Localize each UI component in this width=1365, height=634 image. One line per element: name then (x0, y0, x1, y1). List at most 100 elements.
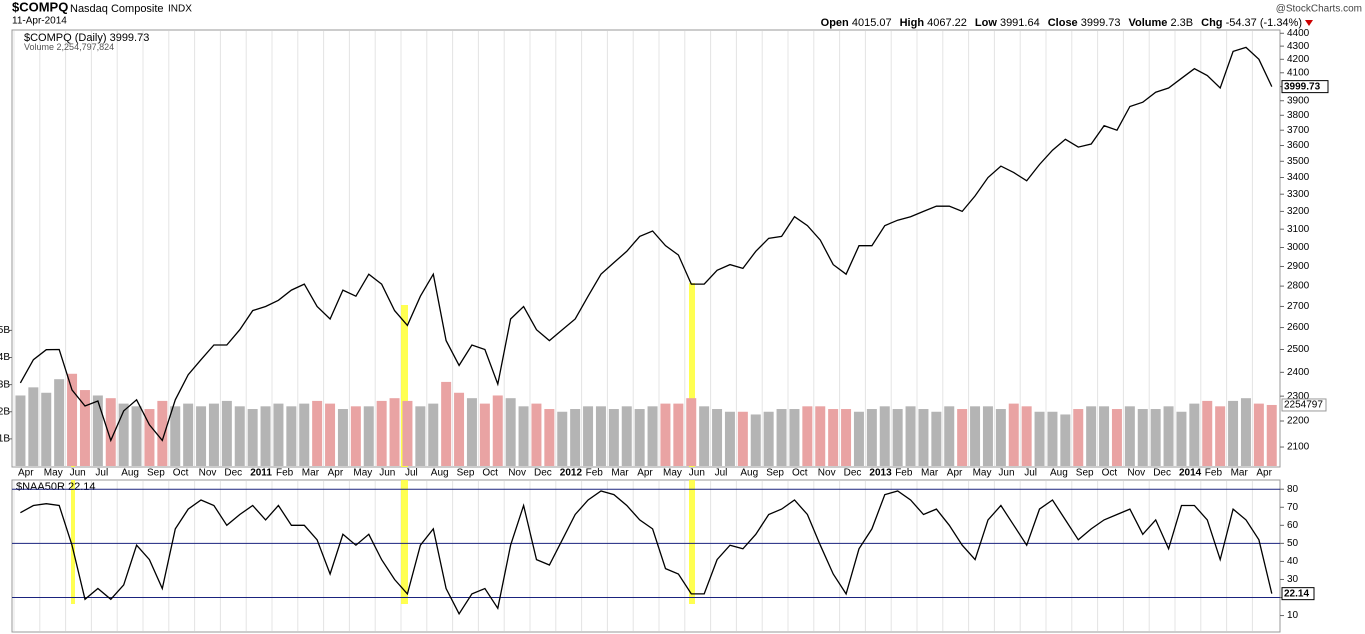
y-tick-label: 3200 (1287, 206, 1310, 217)
volume-bar (1124, 406, 1135, 466)
indicator-legend-value: 22.14 (68, 481, 96, 493)
x-tick-label: Dec (534, 468, 552, 479)
x-tick-label: Apr (637, 468, 653, 479)
x-tick-label: Feb (895, 468, 913, 479)
y-tick-label: 4400 (1287, 28, 1310, 39)
x-tick-label: Dec (844, 468, 862, 479)
volume-bar (247, 409, 258, 466)
grid (13, 31, 1253, 631)
x-tick-label: Oct (1102, 468, 1118, 479)
volume-bar (337, 409, 348, 466)
quote: Open 4015.07 High 4067.22 Low 3991.64 Close… (813, 17, 1313, 29)
x-tick-label: May (44, 468, 63, 479)
x-tick-label: Oct (173, 468, 189, 479)
volume-legend-name: Volume (24, 42, 54, 52)
volume-bar (221, 400, 232, 466)
y2-tick-label: 2B (0, 406, 10, 417)
volume-bar (660, 403, 671, 466)
index-name: Nasdaq Composite (70, 3, 164, 15)
y-tick-label: 4200 (1287, 54, 1310, 65)
volume-bar (944, 406, 955, 466)
volume-bar (273, 403, 284, 466)
volume-bar (79, 390, 90, 466)
volume-bar (350, 406, 361, 466)
volume-bar (918, 409, 929, 466)
volume-legend-total: 2,254,797,824 (57, 42, 115, 52)
x-tick-label: Apr (947, 468, 963, 479)
x-tick-label: Jul (1024, 468, 1037, 479)
volume-bar (866, 409, 877, 466)
volume-bar (1253, 403, 1264, 466)
highlight (689, 480, 695, 604)
x-tick-label: Oct (792, 468, 808, 479)
volume-bar (299, 403, 310, 466)
volume-bar (518, 406, 529, 466)
value-tag: 22.14 (1284, 588, 1309, 599)
indicator-legend-name: $NAA50R (16, 481, 65, 493)
price-pane (11, 29, 1281, 468)
y2-tick-label: 1B (0, 434, 10, 445)
volume-bar (1099, 406, 1110, 466)
volume-bar (1163, 406, 1174, 466)
volume-bar (415, 406, 426, 466)
x-tick-label: Apr (1256, 468, 1272, 479)
volume-bar (879, 406, 890, 466)
volume-bar (1266, 404, 1277, 466)
y-tick-label: 3600 (1287, 140, 1310, 151)
y-tick-label: 30 (1287, 574, 1299, 585)
volume-bar (67, 373, 78, 466)
y-tick-label: 50 (1287, 538, 1299, 549)
indicator-pane (11, 479, 1281, 633)
y-tick-label: 4300 (1287, 41, 1310, 52)
volume-bar (234, 406, 245, 466)
x-tick-label: Mar (921, 468, 939, 479)
y-tick-label: 2500 (1287, 344, 1310, 355)
x-tick-label: Aug (431, 468, 449, 479)
volume-bar (1008, 403, 1019, 466)
volume-bar (41, 392, 52, 466)
symbol: $COMPQ (12, 0, 68, 14)
volume-bar (544, 409, 555, 466)
volume-bar (776, 409, 787, 466)
volume-bar (892, 409, 903, 466)
volume-bar (118, 403, 129, 466)
y-tick-label: 10 (1287, 610, 1299, 621)
x-tick-label: Oct (482, 468, 498, 479)
x-tick-label: Jun (70, 468, 86, 479)
volume-bar (363, 406, 374, 466)
indicator-legend: $NAA50R 22.14 (16, 481, 96, 493)
y-tick-label: 60 (1287, 520, 1299, 531)
quote-label: Low (974, 17, 997, 29)
volume-bar (1176, 411, 1187, 466)
volume-bar (789, 409, 800, 466)
y-tick-label: 2900 (1287, 261, 1310, 272)
x-tick-label: Feb (586, 468, 604, 479)
x-tick-label: Aug (1050, 468, 1068, 479)
x-tick-label: May (353, 468, 372, 479)
y-tick-label: 2700 (1287, 301, 1310, 312)
y-tick-label: 3500 (1287, 156, 1310, 167)
volume-bar (634, 409, 645, 466)
volume-bar (583, 406, 594, 466)
volume-bar (750, 414, 761, 466)
x-tick-label: Nov (508, 468, 526, 479)
volume-bar (441, 381, 452, 466)
volume-bar (131, 406, 142, 466)
down-arrow (1305, 20, 1313, 27)
legend-value: 3999.73 (110, 32, 150, 44)
x-tick-label: Nov (199, 468, 217, 479)
volume-bar (673, 403, 684, 466)
volume-bar (105, 398, 116, 466)
volume-bar (454, 392, 465, 466)
quote-value: 3991.64 (996, 17, 1040, 29)
quote-label: Volume (1128, 17, 1168, 29)
volume-tag-box (1281, 398, 1327, 412)
volume-bar (853, 411, 864, 466)
x-tick-label: Dec (224, 468, 242, 479)
y2-tick-label: 5B (0, 325, 10, 336)
volume-bar (376, 400, 387, 466)
x-tick-label: 2014 (1179, 468, 1202, 479)
legend: $COMPQ (Daily) 3999.73 (24, 32, 149, 44)
quote-value: 2.3B (1167, 17, 1194, 29)
